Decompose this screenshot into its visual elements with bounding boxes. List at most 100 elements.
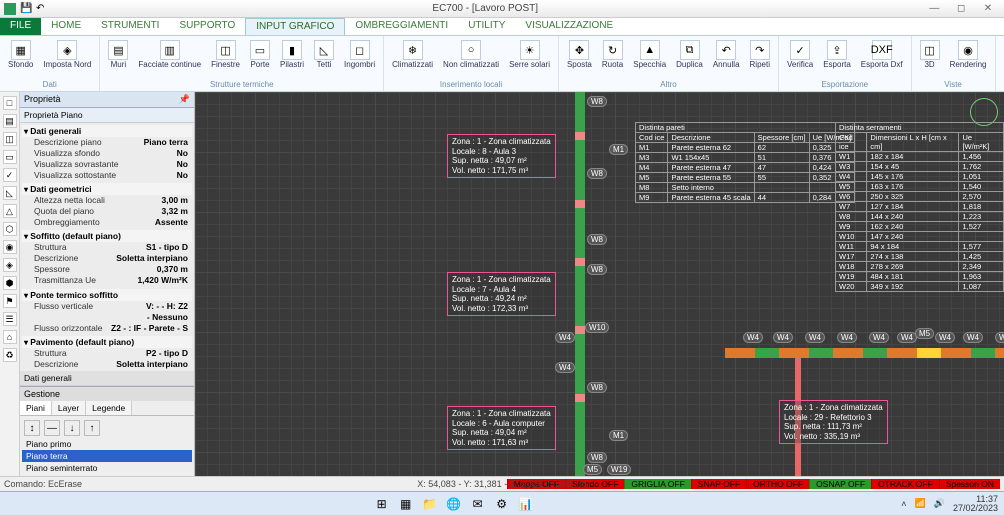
left-tool-icon[interactable]: ▭ [3,150,17,164]
prop-row[interactable]: Visualizza sovrastanteNo [22,159,192,170]
prop-group-title[interactable]: Ponte termico soffitto [22,289,192,301]
ribbon-button[interactable]: ↷Ripeti [748,38,772,71]
wall-tag[interactable]: W10 [585,322,609,333]
wall-segment[interactable] [755,348,779,358]
status-toggle[interactable]: SNAP OFF [691,479,746,489]
menu-tab[interactable]: INPUT GRAFICO [245,18,345,35]
wall-tag[interactable]: M5 [583,464,602,475]
status-toggle[interactable]: GRIGLIA OFF [624,479,690,489]
left-tool-icon[interactable]: ♻ [3,348,17,362]
left-tool-icon[interactable]: ◉ [3,240,17,254]
ribbon-button[interactable]: ☀Serre solari [507,38,552,71]
floor-item[interactable]: Piano primo [22,438,192,450]
wall-tag[interactable]: M1 [609,430,628,441]
wall-tag[interactable]: W8 [587,234,607,245]
wall-segment[interactable] [575,140,585,200]
wall-tag[interactable]: W4 [837,332,857,343]
wall-segment[interactable] [941,348,971,358]
wall-segment[interactable] [575,132,585,140]
wall-tag[interactable]: W8 [587,264,607,275]
taskbar-app-icon[interactable]: ✉ [469,495,487,513]
prop-row[interactable]: Flusso verticaleV: - - H: Z2 [22,301,192,312]
wall-segment[interactable] [575,402,585,462]
ribbon-button[interactable]: ◺Tetti [312,38,336,71]
prop-row[interactable]: Visualizza sfondoNo [22,148,192,159]
wall-segment[interactable] [575,266,585,326]
ribbon-button[interactable]: ◉Rendering [948,38,989,71]
wall-segment[interactable] [725,348,755,358]
menu-tab[interactable]: SUPPORTO [169,18,245,35]
ribbon-button[interactable]: ▭Porte [248,38,272,71]
gestione-tab[interactable]: Layer [52,401,86,415]
close-button[interactable]: ✕ [976,3,1000,14]
floor-item[interactable]: Piano terra [22,450,192,462]
left-tool-icon[interactable]: ◈ [3,258,17,272]
ribbon-button[interactable]: ⇪Esporta [821,38,853,71]
wall-segment[interactable] [575,200,585,208]
floor-item[interactable]: Piano seminterrato [22,462,192,474]
menu-tab[interactable]: OMBREGGIAMENTI [345,18,458,35]
ribbon-button[interactable]: ◫3D [918,38,942,71]
gestione-tab[interactable]: Piani [20,401,52,415]
gestione-tool-icon[interactable]: ↓ [64,420,80,436]
menu-tab[interactable]: VISUALIZZAZIONE [515,18,623,35]
taskbar-app-icon[interactable]: ⊞ [373,495,391,513]
gestione-tool-icon[interactable]: ↕ [24,420,40,436]
ribbon-button[interactable]: DXFEsporta Dxf [859,38,905,71]
ribbon-button[interactable]: ◻Ingombri [342,38,377,71]
ribbon-button[interactable]: ✥Sposta [565,38,594,71]
wall-segment[interactable] [917,348,941,358]
menu-tab[interactable]: UTILITY [458,18,515,35]
wall-tag[interactable]: W8 [587,382,607,393]
status-toggle[interactable]: Spessori ON [939,479,1000,489]
ribbon-button[interactable]: ▲Specchia [631,38,668,71]
menu-tab[interactable]: HOME [41,18,91,35]
left-tool-icon[interactable]: ◫ [3,132,17,146]
left-tool-icon[interactable]: ▤ [3,114,17,128]
status-toggle[interactable]: OTRACK OFF [871,479,939,489]
wall-segment[interactable] [575,258,585,266]
ribbon-button[interactable]: ◈Imposta Nord [41,38,93,71]
prop-row[interactable]: StrutturaP2 - tipo D [22,348,192,359]
wall-segment[interactable] [887,348,917,358]
ribbon-button[interactable]: ❄Climatizzati [390,38,435,71]
taskbar-app-icon[interactable]: 🌐 [445,495,463,513]
wall-tag[interactable]: W4 [869,332,889,343]
left-tool-icon[interactable]: ⬢ [3,276,17,290]
wall-tag[interactable]: W8 [587,168,607,179]
gestione-tool-icon[interactable]: ↑ [84,420,100,436]
left-tool-icon[interactable]: ☰ [3,312,17,326]
taskbar-app-icon[interactable]: ⚙ [493,495,511,513]
taskbar-app-icon[interactable]: 📊 [517,495,535,513]
ribbon-button[interactable]: ▥Facciate continue [136,38,203,71]
prop-group-title[interactable]: Dati generali [22,125,192,137]
wall-segment[interactable] [779,348,809,358]
wall-segment[interactable] [863,348,887,358]
left-tool-icon[interactable]: ⚑ [3,294,17,308]
wall-segment[interactable] [809,348,833,358]
left-tool-icon[interactable]: ✓ [3,168,17,182]
prop-row[interactable]: OmbreggiamentoAssente [22,217,192,228]
status-toggle[interactable]: ORTHO OFF [746,479,809,489]
prop-row[interactable]: StrutturaS1 - tipo D [22,242,192,253]
wall-tag[interactable]: W8 [587,452,607,463]
wall-tag[interactable]: W4 [773,332,793,343]
tray-net-icon[interactable]: 📶 [915,498,926,509]
ribbon-button[interactable]: ◫Finestre [209,38,242,71]
maximize-button[interactable]: ◻ [949,3,973,14]
prop-row[interactable]: Visualizza sottostanteNo [22,170,192,181]
wall-segment[interactable] [575,208,585,258]
prop-group-title[interactable]: Dati geometrici [22,183,192,195]
status-toggle[interactable]: OSNAP OFF [809,479,871,489]
drawing-canvas[interactable]: Zona : 1 - Zona climatizzataLocale : 8 -… [195,92,1004,476]
wall-tag[interactable]: W8 [587,96,607,107]
wall-tag[interactable]: W4 [555,362,575,373]
wall-segment[interactable] [995,348,1004,358]
qat-save-icon[interactable]: 💾 [20,3,32,15]
wall-segment[interactable] [575,334,585,394]
wall-segment[interactable] [575,326,585,334]
qat-undo-icon[interactable]: ↶ [36,3,48,15]
left-tool-icon[interactable]: ⬡ [3,222,17,236]
wall-tag[interactable]: W4 [805,332,825,343]
wall-segment[interactable] [971,348,995,358]
